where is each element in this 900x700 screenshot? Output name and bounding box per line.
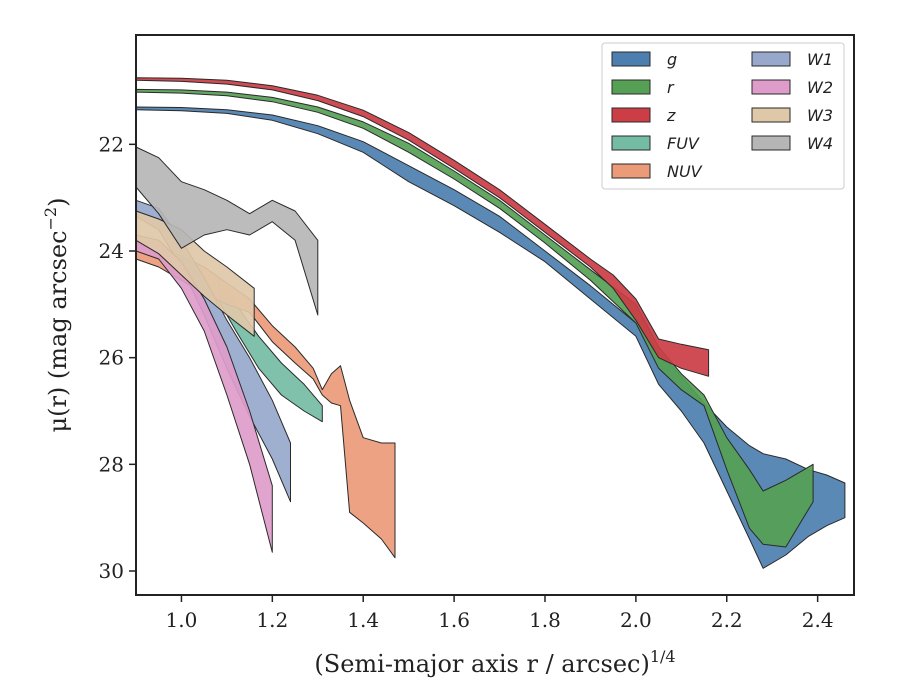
legend-swatch-w2 [751,79,791,95]
x-tick-label: 1.4 [347,608,379,632]
legend-label-w1: W1 [807,50,833,69]
legend: grz FUV NUV W1 W2 W3 W4 [601,42,845,190]
x-axis-label-text: (Semi-major axis r / arcsec) [314,650,649,678]
band-w4 [135,146,319,316]
legend-label-w3: W3 [807,106,833,125]
x-tick-label: 2.0 [620,608,652,632]
y-tick-label: 26 [99,346,124,370]
legend-swatch-nuv [611,163,651,179]
y-axis-label-exponent: −2 [41,207,60,231]
series-bands [135,77,846,569]
y-axis-label-text: μ(r) (mag arcsec [44,230,72,432]
legend-label-nuv: NUV [667,162,703,181]
y-axis-label: μ(r) (mag arcsec−2) [41,198,72,433]
legend-swatch-r [611,79,651,95]
legend-label-fuv: FUV [667,134,700,153]
legend-label-r: r [667,78,675,97]
legend-label-z: z [666,106,676,125]
legend-label-g: g [667,50,677,69]
legend-swatch-w3 [751,107,791,123]
x-tick-label: 1.8 [529,608,561,632]
y-tick-label: 28 [99,452,124,476]
x-axis-label-exponent: 1/4 [650,647,676,666]
band-r [135,88,814,548]
band-z [135,77,710,377]
y-tick-label: 22 [99,132,124,156]
y-tick-label: 30 [99,559,124,583]
legend-swatch-g [611,51,651,67]
x-tick-label: 1.6 [438,608,470,632]
y-tick-label: 24 [99,239,124,263]
x-tick-label: 2.2 [711,608,743,632]
legend-label-w2: W2 [807,78,833,97]
legend-label-w4: W4 [807,134,833,153]
legend-swatch-z [611,107,651,123]
plot-frame [135,34,855,596]
y-axis-label-close: ) [44,198,72,207]
y-axis-ticks: 22 24 26 28 30 [99,132,136,583]
x-axis-ticks: 1.0 1.2 1.4 1.6 1.8 2.0 2.2 2.4 [166,595,834,632]
x-tick-label: 1.0 [166,608,198,632]
legend-swatch-w1 [751,51,791,67]
x-tick-label: 1.2 [256,608,288,632]
x-axis-label: (Semi-major axis r / arcsec)1/4 [314,647,675,678]
legend-swatch-w4 [751,135,791,151]
band-fuv [217,277,323,423]
x-tick-label: 2.4 [802,608,834,632]
legend-swatch-fuv [611,135,651,151]
